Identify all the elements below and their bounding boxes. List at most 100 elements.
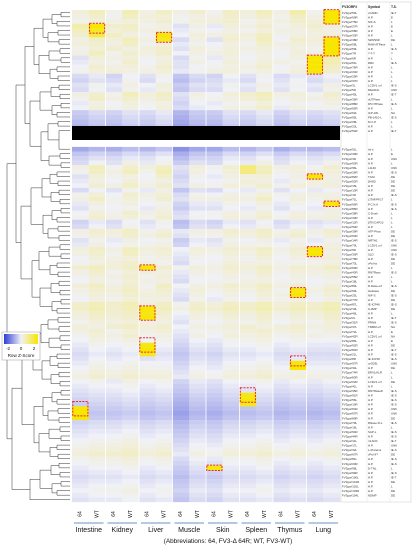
heatmap-cell bbox=[222, 87, 240, 93]
table-cell: SLD bbox=[368, 252, 374, 256]
heatmap-cell bbox=[256, 192, 274, 198]
heatmap-cell bbox=[323, 488, 341, 494]
heatmap-cell bbox=[222, 196, 240, 202]
heatmap-cell bbox=[289, 10, 307, 15]
heatmap-cell bbox=[122, 78, 140, 83]
table-cell: FV3gorf24R bbox=[342, 70, 358, 74]
dendrogram-branch bbox=[59, 290, 70, 296]
dendrogram-branch bbox=[29, 100, 41, 147]
heatmap-cell bbox=[306, 55, 324, 61]
heatmap-cell bbox=[206, 224, 223, 229]
heatmap-cell bbox=[105, 474, 123, 480]
heatmap-cell bbox=[323, 420, 341, 425]
dendrogram-branch bbox=[50, 192, 60, 202]
heatmap-cell bbox=[289, 219, 307, 225]
table-cell: DE bbox=[391, 343, 395, 347]
heatmap-cell bbox=[88, 183, 106, 189]
heatmap-cell bbox=[72, 41, 89, 47]
heatmap-cell bbox=[256, 447, 274, 453]
heatmap-cell bbox=[72, 201, 89, 207]
heatmap-cell bbox=[206, 474, 223, 480]
heatmap-cell bbox=[122, 260, 140, 266]
heatmap-cell bbox=[289, 165, 307, 170]
heatmap-cell bbox=[172, 424, 190, 430]
heatmap-cell bbox=[306, 360, 324, 366]
dendrogram-branch bbox=[20, 205, 32, 280]
heatmap-cell bbox=[256, 169, 274, 175]
table-cell: IE-S bbox=[391, 321, 397, 325]
table-cell: FV3gorf61L bbox=[342, 61, 357, 65]
heatmap-cell bbox=[105, 110, 123, 115]
heatmap-cell bbox=[155, 278, 173, 284]
table-cell: L bbox=[391, 79, 393, 83]
heatmap-cell bbox=[289, 301, 307, 307]
tissue-label: Kidney bbox=[112, 527, 134, 534]
heatmap-cell bbox=[289, 247, 307, 252]
heatmap-cell bbox=[155, 483, 173, 489]
heatmap-cell bbox=[289, 315, 307, 321]
heatmap-cell bbox=[222, 474, 240, 480]
heatmap-cell bbox=[273, 210, 290, 216]
heatmap-cell bbox=[222, 365, 240, 371]
heatmap-cell bbox=[273, 46, 290, 52]
heatmap-cell bbox=[139, 215, 156, 220]
heatmap-cell bbox=[222, 351, 240, 357]
heatmap-cell bbox=[139, 483, 156, 489]
heatmap-cell bbox=[122, 201, 140, 207]
heatmap-cell bbox=[256, 105, 274, 111]
heatmap-cell bbox=[88, 110, 106, 115]
dendrogram-branch bbox=[38, 433, 50, 453]
heatmap-cell bbox=[323, 369, 341, 375]
table-cell: FV3gorf27R bbox=[342, 24, 358, 28]
heatmap-cell bbox=[122, 401, 140, 407]
table-cell: H.P. bbox=[368, 129, 373, 133]
heatmap-cell bbox=[139, 447, 156, 453]
heatmap-cell bbox=[306, 497, 324, 503]
heatmap-cell bbox=[155, 265, 173, 270]
heatmap-cell bbox=[239, 365, 257, 371]
heatmap-cell bbox=[88, 488, 106, 494]
heatmap-cell bbox=[88, 228, 106, 234]
table-cell: DE bbox=[391, 289, 395, 293]
highlight-box bbox=[139, 337, 156, 353]
table-cell: H.P. bbox=[368, 462, 373, 466]
table-cell: FV3gorf97R bbox=[342, 412, 358, 416]
heatmap-cell bbox=[239, 438, 257, 443]
heatmap-cell bbox=[256, 14, 274, 20]
table-cell: LCDV1 orf bbox=[368, 243, 382, 247]
heatmap-cell bbox=[323, 397, 341, 402]
heatmap-cell bbox=[289, 438, 307, 443]
heatmap-cell bbox=[306, 91, 324, 97]
highlight-box bbox=[323, 9, 340, 25]
heatmap-cell bbox=[105, 488, 123, 494]
heatmap-cell bbox=[139, 219, 156, 225]
heatmap-cell bbox=[72, 37, 89, 43]
heatmap-cell bbox=[256, 178, 274, 184]
heatmap-cell bbox=[256, 269, 274, 275]
heatmap-cell bbox=[323, 237, 341, 243]
dendrogram-branch bbox=[60, 344, 70, 350]
heatmap-cell bbox=[222, 192, 240, 198]
heatmap-cell bbox=[72, 206, 89, 211]
heatmap-cell bbox=[139, 165, 156, 170]
heatmap-cell bbox=[306, 288, 324, 293]
heatmap-cell bbox=[72, 360, 89, 366]
heatmap-cell bbox=[88, 392, 106, 398]
column-label: 64 bbox=[279, 511, 285, 517]
heatmap-cell bbox=[189, 96, 207, 102]
table-cell: IE-T bbox=[391, 11, 397, 15]
heatmap-cell bbox=[306, 156, 324, 161]
heatmap-cell bbox=[105, 165, 123, 170]
table-cell: H.P. bbox=[368, 152, 373, 156]
heatmap-cell bbox=[222, 114, 240, 120]
heatmap-cell bbox=[105, 306, 123, 311]
heatmap-cell bbox=[239, 105, 257, 111]
heatmap-cell bbox=[172, 196, 190, 202]
heatmap-cell bbox=[323, 461, 341, 466]
heatmap-cell bbox=[122, 456, 140, 462]
heatmap-cell bbox=[306, 96, 324, 102]
heatmap-cell bbox=[105, 105, 123, 111]
heatmap-cell bbox=[206, 10, 223, 15]
heatmap-cell bbox=[206, 260, 223, 266]
heatmap-cell bbox=[222, 78, 240, 83]
